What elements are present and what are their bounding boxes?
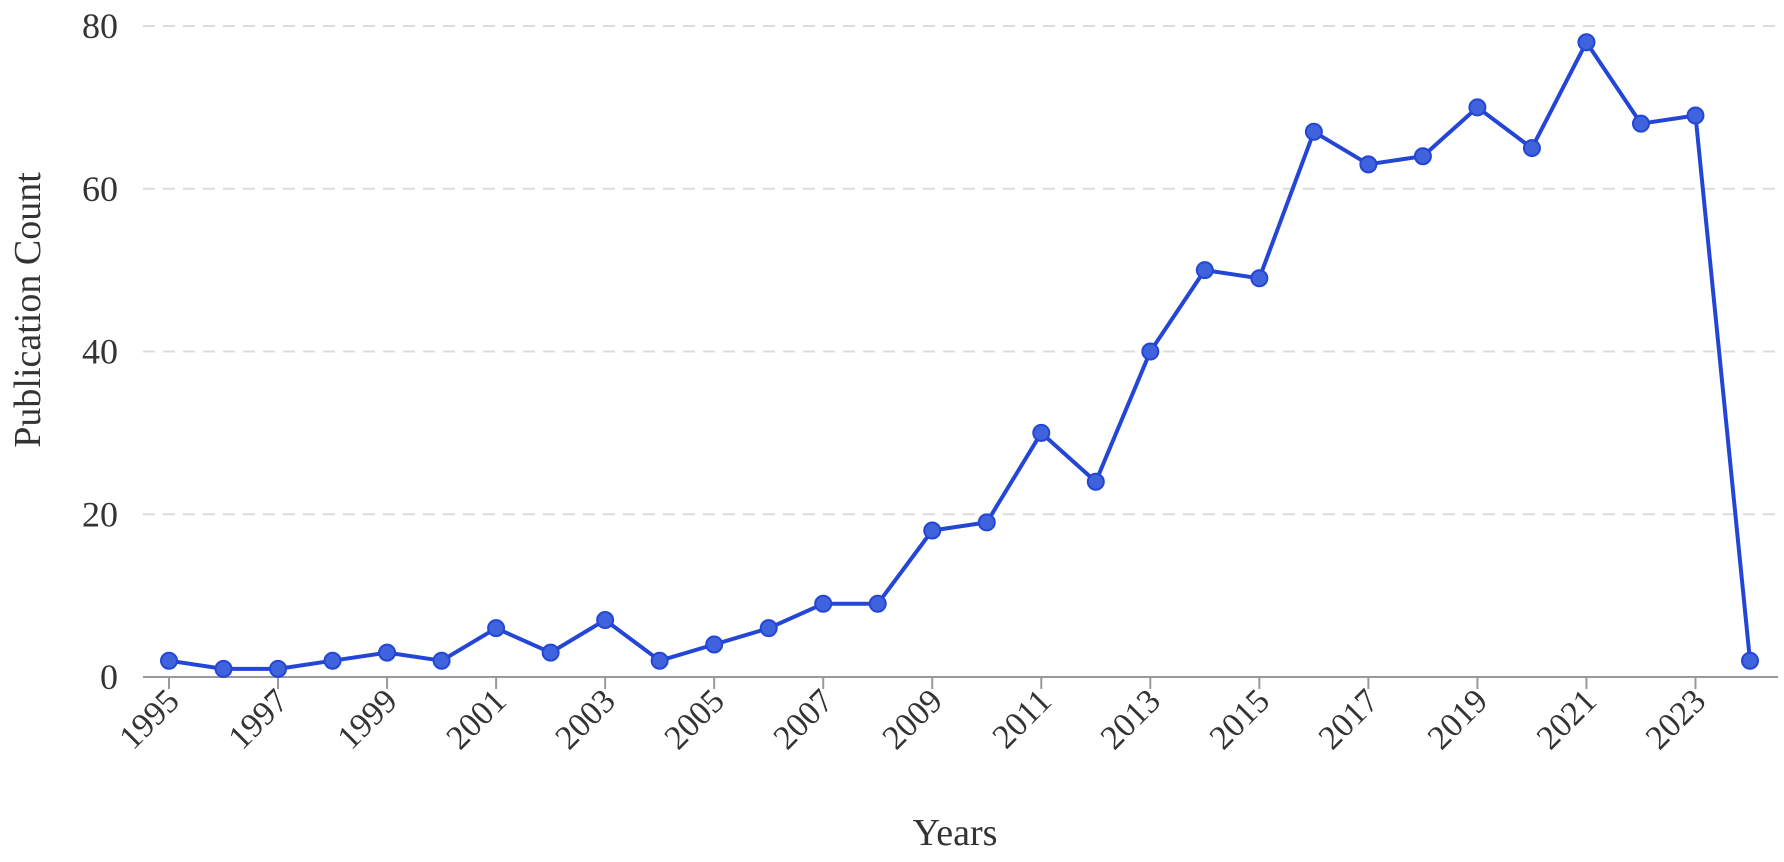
data-point[interactable]	[650, 651, 669, 670]
data-point[interactable]	[160, 651, 178, 670]
data-point[interactable]	[378, 643, 397, 662]
y-axis-title: Publication Count	[7, 172, 49, 448]
data-point[interactable]	[487, 619, 506, 638]
data-point[interactable]	[596, 611, 615, 630]
data-point[interactable]	[923, 521, 942, 540]
data-point[interactable]	[705, 635, 724, 654]
x-tick-label: 2003	[549, 682, 623, 756]
data-point[interactable]	[1468, 98, 1487, 117]
data-point[interactable]	[1250, 269, 1269, 288]
y-tick-label: 20	[82, 494, 118, 534]
x-tick-label: 1997	[221, 682, 295, 756]
series-layer	[167, 40, 1752, 671]
y-tick-label: 80	[82, 6, 118, 46]
series-line	[167, 40, 1752, 671]
data-point[interactable]	[1522, 139, 1541, 158]
data-point[interactable]	[1304, 122, 1323, 141]
data-point[interactable]	[868, 594, 887, 613]
x-tick-label: 1999	[330, 682, 404, 756]
data-points	[160, 33, 1759, 678]
data-point[interactable]	[1086, 472, 1105, 491]
x-tick-label: 2009	[876, 682, 950, 756]
x-tick-label: 2017	[1312, 682, 1386, 756]
data-point[interactable]	[1195, 261, 1214, 280]
tick-labels: 0 20 40 60 80 1995 1997 1999 2001 2003 2005 2007 200…	[82, 6, 1713, 757]
gridlines	[143, 25, 1778, 516]
data-point[interactable]	[323, 651, 342, 670]
data-point[interactable]	[1359, 155, 1378, 174]
x-tick-label: 2023	[1639, 682, 1713, 756]
x-axis-title: Years	[913, 812, 998, 854]
data-point[interactable]	[269, 659, 288, 678]
data-point[interactable]	[1741, 651, 1759, 670]
y-tick-label: 0	[100, 657, 118, 697]
x-tick-label: 2005	[658, 682, 732, 756]
x-tick-label: 2015	[1203, 682, 1277, 756]
data-point[interactable]	[1032, 423, 1051, 442]
data-point[interactable]	[541, 643, 560, 662]
x-tick-label: 2013	[1094, 682, 1168, 756]
y-tick-label: 40	[82, 332, 118, 372]
y-tick-label: 60	[82, 169, 118, 209]
x-tick-label: 2021	[1530, 682, 1604, 756]
data-point[interactable]	[814, 594, 833, 613]
axes	[143, 676, 1778, 689]
data-point[interactable]	[759, 619, 778, 638]
data-point[interactable]	[1141, 342, 1160, 361]
x-tick-label: 1995	[112, 682, 186, 756]
data-point[interactable]	[1631, 114, 1650, 133]
data-point[interactable]	[1413, 147, 1432, 166]
data-point[interactable]	[1577, 33, 1596, 52]
x-tick-label: 2019	[1421, 682, 1495, 756]
data-point[interactable]	[977, 513, 996, 532]
x-tick-label: 2001	[440, 682, 514, 756]
x-tick-label: 2007	[767, 682, 841, 756]
data-point[interactable]	[1686, 106, 1705, 125]
x-tick-label: 2011	[986, 682, 1059, 755]
data-point[interactable]	[432, 651, 451, 670]
data-point[interactable]	[214, 659, 233, 678]
